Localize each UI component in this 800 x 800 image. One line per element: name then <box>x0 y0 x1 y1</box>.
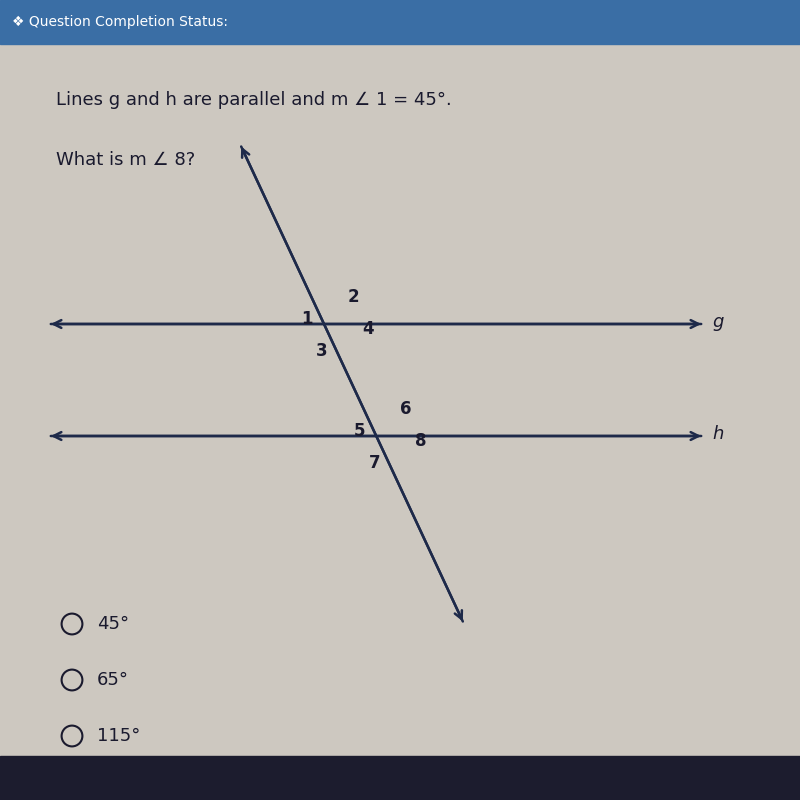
Text: 2: 2 <box>347 288 359 306</box>
Text: g: g <box>712 313 723 330</box>
Text: 45°: 45° <box>97 615 129 633</box>
Text: ❖ Question Completion Status:: ❖ Question Completion Status: <box>12 15 228 29</box>
Text: 5: 5 <box>354 422 366 440</box>
Text: 8: 8 <box>415 432 426 450</box>
Text: What is m ∠ 8?: What is m ∠ 8? <box>56 151 195 169</box>
Text: 4: 4 <box>362 320 374 338</box>
Text: Lines g and h are parallel and m ∠ 1 = 45°.: Lines g and h are parallel and m ∠ 1 = 4… <box>56 91 452 109</box>
Text: 3: 3 <box>316 342 328 360</box>
Text: 1: 1 <box>302 310 313 328</box>
Text: 65°: 65° <box>97 671 129 689</box>
Text: 115°: 115° <box>97 727 140 745</box>
Text: 7: 7 <box>369 454 381 472</box>
Bar <box>0 756 800 800</box>
Bar <box>0 0 800 44</box>
Text: 6: 6 <box>401 400 412 418</box>
Text: h: h <box>712 425 723 442</box>
